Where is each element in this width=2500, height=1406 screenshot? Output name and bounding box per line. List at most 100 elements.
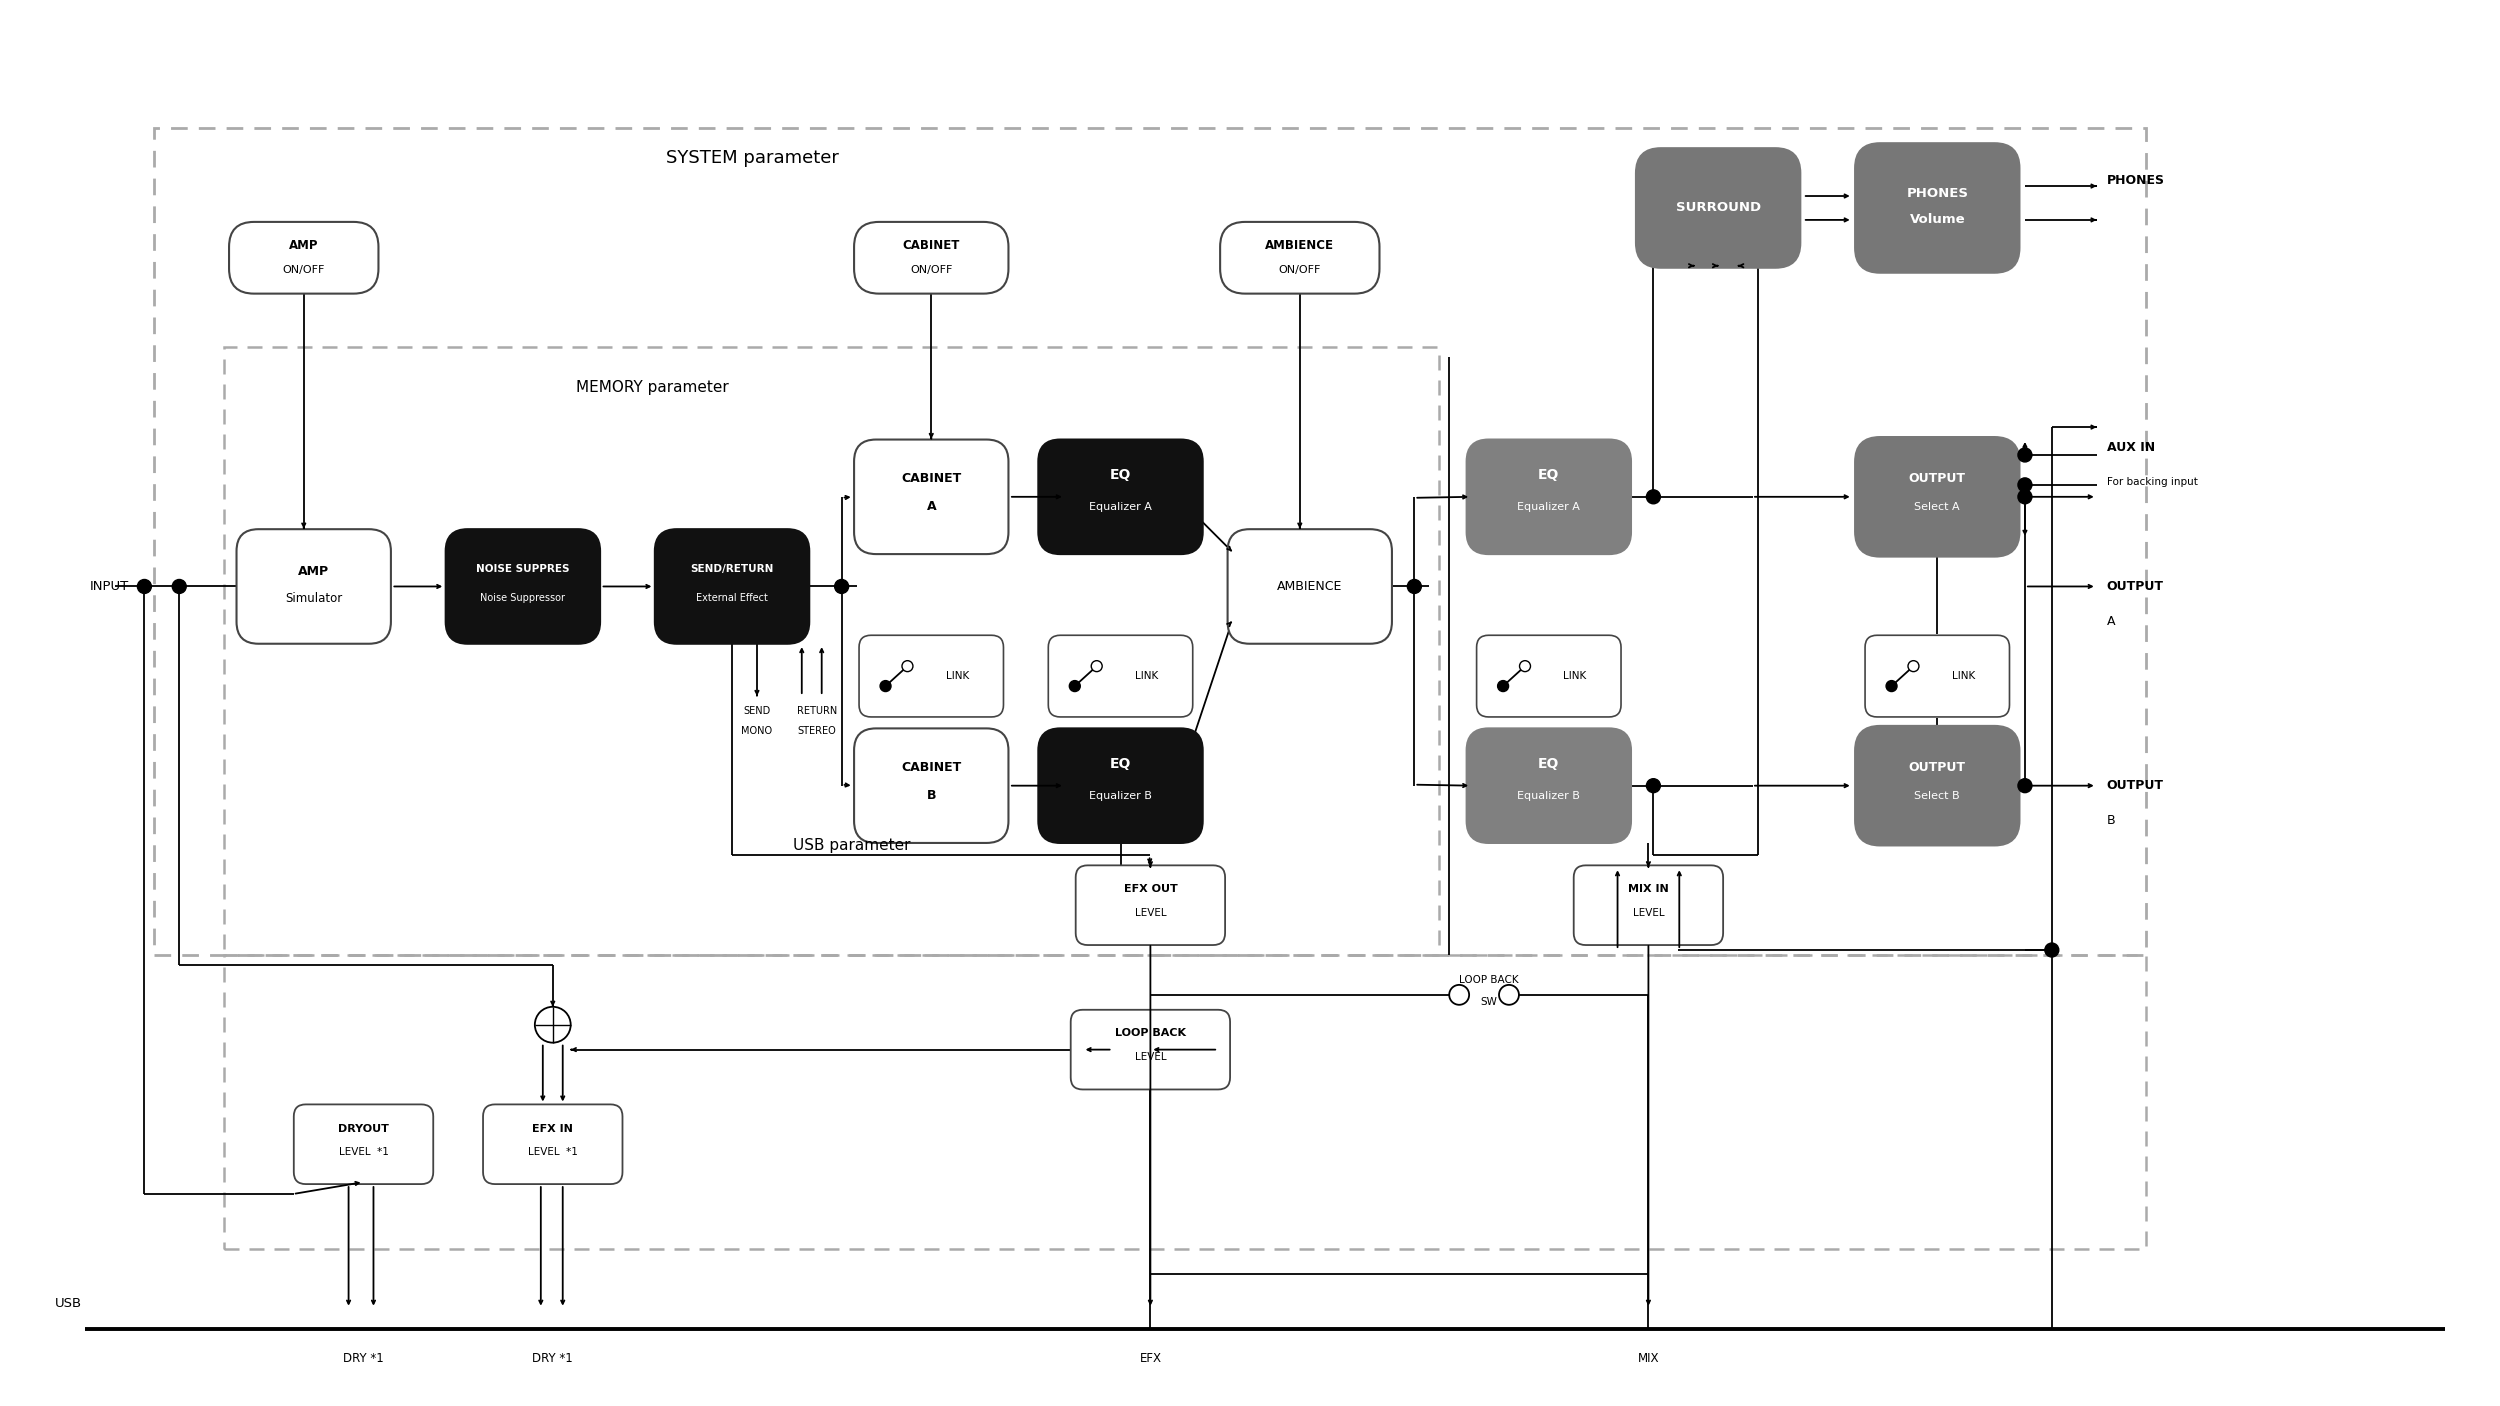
Circle shape — [1407, 579, 1422, 593]
Circle shape — [535, 1007, 570, 1043]
FancyBboxPatch shape — [1572, 865, 1722, 945]
Text: Equalizer B: Equalizer B — [1090, 790, 1152, 800]
Circle shape — [2045, 943, 2060, 957]
Text: MEMORY parameter: MEMORY parameter — [575, 380, 727, 395]
FancyBboxPatch shape — [1228, 529, 1393, 644]
Text: MIX: MIX — [1638, 1353, 1660, 1365]
Text: PHONES: PHONES — [1908, 187, 1968, 200]
FancyBboxPatch shape — [1220, 222, 1380, 294]
FancyBboxPatch shape — [1038, 440, 1202, 554]
Text: A: A — [2108, 614, 2115, 628]
FancyBboxPatch shape — [1635, 148, 1800, 267]
Text: Select A: Select A — [1915, 502, 1960, 512]
FancyBboxPatch shape — [1468, 440, 1630, 554]
FancyBboxPatch shape — [1038, 728, 1202, 844]
Text: AMP: AMP — [298, 565, 330, 578]
Text: MIX IN: MIX IN — [1628, 884, 1670, 894]
Text: RETURN: RETURN — [798, 706, 838, 716]
FancyBboxPatch shape — [655, 529, 810, 644]
Text: LOOP BACK: LOOP BACK — [1115, 1028, 1185, 1038]
Circle shape — [1070, 681, 1080, 692]
Circle shape — [902, 661, 912, 672]
Text: AUX IN: AUX IN — [2108, 440, 2155, 454]
Text: EQ: EQ — [1538, 468, 1560, 482]
Text: CABINET: CABINET — [900, 472, 962, 485]
FancyBboxPatch shape — [860, 636, 1002, 717]
Text: LOOP BACK: LOOP BACK — [1460, 974, 1520, 984]
Text: STEREO: STEREO — [798, 725, 835, 735]
Text: LINK: LINK — [945, 671, 970, 681]
Circle shape — [173, 579, 185, 593]
Text: CABINET: CABINET — [900, 761, 962, 775]
FancyBboxPatch shape — [1468, 728, 1630, 844]
Text: INPUT: INPUT — [90, 579, 130, 593]
Circle shape — [2018, 449, 2032, 463]
FancyBboxPatch shape — [238, 529, 390, 644]
FancyBboxPatch shape — [855, 222, 1008, 294]
Circle shape — [2018, 489, 2032, 503]
Text: CABINET: CABINET — [902, 239, 960, 252]
FancyBboxPatch shape — [1478, 636, 1620, 717]
Circle shape — [1450, 984, 1470, 1005]
Text: OUTPUT: OUTPUT — [2108, 579, 2162, 593]
FancyBboxPatch shape — [855, 440, 1008, 554]
Text: AMBIENCE: AMBIENCE — [1278, 579, 1342, 593]
Circle shape — [1648, 779, 1660, 793]
Text: DRY *1: DRY *1 — [342, 1353, 385, 1365]
FancyBboxPatch shape — [482, 1104, 622, 1184]
Text: LEVEL  *1: LEVEL *1 — [338, 1147, 388, 1157]
Text: OUTPUT: OUTPUT — [1910, 761, 1965, 775]
Text: EFX OUT: EFX OUT — [1122, 884, 1178, 894]
Circle shape — [2018, 779, 2032, 793]
Text: EQ: EQ — [1110, 468, 1130, 482]
FancyBboxPatch shape — [1075, 865, 1225, 945]
Text: ON/OFF: ON/OFF — [1278, 264, 1320, 274]
Text: Equalizer A: Equalizer A — [1518, 502, 1580, 512]
Circle shape — [138, 579, 152, 593]
Text: USB: USB — [55, 1298, 82, 1310]
Text: Noise Suppressor: Noise Suppressor — [480, 593, 565, 603]
Text: LEVEL: LEVEL — [1135, 908, 1165, 918]
Text: LINK: LINK — [1562, 671, 1588, 681]
Text: B: B — [2108, 814, 2115, 827]
FancyBboxPatch shape — [1070, 1010, 1230, 1090]
Text: PHONES: PHONES — [2108, 173, 2165, 187]
FancyBboxPatch shape — [1855, 437, 2020, 557]
Text: MONO: MONO — [742, 725, 772, 735]
Text: External Effect: External Effect — [695, 593, 768, 603]
Text: DRYOUT: DRYOUT — [338, 1125, 390, 1135]
Circle shape — [835, 579, 848, 593]
Text: EQ: EQ — [1110, 756, 1130, 770]
Circle shape — [1498, 681, 1508, 692]
FancyBboxPatch shape — [445, 529, 600, 644]
Text: Select B: Select B — [1915, 790, 1960, 800]
Text: USB parameter: USB parameter — [792, 838, 910, 853]
Text: LINK: LINK — [1952, 671, 1975, 681]
Text: SYSTEM parameter: SYSTEM parameter — [665, 149, 838, 167]
Text: NOISE SUPPRES: NOISE SUPPRES — [475, 564, 570, 574]
Text: Volume: Volume — [1910, 214, 1965, 226]
Text: EFX: EFX — [1140, 1353, 1162, 1365]
Circle shape — [1090, 661, 1102, 672]
Text: LEVEL  *1: LEVEL *1 — [528, 1147, 578, 1157]
Text: EQ: EQ — [1538, 756, 1560, 770]
Text: DRY *1: DRY *1 — [532, 1353, 572, 1365]
FancyBboxPatch shape — [1865, 636, 2010, 717]
Text: SEND/RETURN: SEND/RETURN — [690, 564, 772, 574]
Text: ON/OFF: ON/OFF — [282, 264, 325, 274]
FancyBboxPatch shape — [230, 222, 378, 294]
Circle shape — [880, 681, 890, 692]
Text: SW: SW — [1480, 997, 1498, 1007]
Text: SURROUND: SURROUND — [1675, 201, 1760, 215]
Text: SEND: SEND — [742, 706, 770, 716]
Circle shape — [1908, 661, 1920, 672]
Text: AMP: AMP — [290, 239, 318, 252]
Circle shape — [1520, 661, 1530, 672]
FancyBboxPatch shape — [1048, 636, 1192, 717]
Text: Equalizer B: Equalizer B — [1518, 790, 1580, 800]
Circle shape — [2018, 478, 2032, 492]
Text: ON/OFF: ON/OFF — [910, 264, 952, 274]
Text: LINK: LINK — [1135, 671, 1158, 681]
Text: LEVEL: LEVEL — [1135, 1052, 1165, 1062]
Text: EFX IN: EFX IN — [532, 1125, 572, 1135]
